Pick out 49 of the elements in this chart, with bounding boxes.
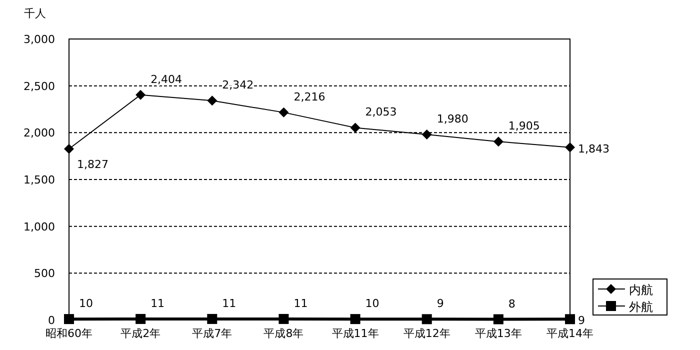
point [64,314,74,324]
point [278,107,289,118]
data-label: 2,053 [365,106,397,119]
data-label: 1,905 [508,120,540,133]
point [422,130,432,140]
y-tick-label: 2,000 [24,126,55,140]
x-tick-label: 平成13年 [474,327,522,340]
data-label: 10 [365,297,380,310]
data-label: 1,827 [77,158,108,171]
point [207,314,218,324]
x-tick-label: 平成12年 [403,327,450,340]
data-label: 10 [79,297,93,310]
data-label: 2,216 [294,90,326,104]
point [565,314,575,324]
point [207,96,218,106]
y-tick-label: 1,000 [24,220,55,234]
point [565,142,575,152]
y-tick-label: 1,500 [24,174,55,186]
x-tick-label: 昭和60年 [46,327,92,340]
data-label: 11 [222,296,236,310]
point [422,314,432,324]
point [493,314,504,324]
legend-label: 内航 [629,283,653,297]
data-label: 9 [436,297,444,310]
data-label: 1,843 [578,142,610,156]
point [350,122,360,133]
x-tick-label: 平成7年 [192,327,232,340]
point [136,314,146,324]
x-tick-label: 平成2年 [120,327,161,340]
legend-label: 外航 [629,300,653,314]
point [493,136,504,147]
y-tick-label: 3,000 [24,33,55,46]
y-tick-label: 500 [34,267,55,280]
data-label: 11 [150,296,165,310]
y-axis-title: 千人 [24,7,46,20]
data-label: 2,404 [150,72,182,86]
point [64,144,74,154]
data-label: 1,980 [436,112,468,126]
data-label: 8 [508,297,516,310]
data-label: 11 [294,296,308,310]
data-label: 9 [578,314,585,328]
y-tick-label: 0 [48,314,55,327]
y-tick-label: 2,500 [24,80,55,93]
x-tick-label: 平成14年 [546,327,594,340]
point [278,314,289,324]
x-tick-label: 平成11年 [332,327,379,340]
point [350,314,360,324]
point [136,90,146,100]
x-tick-label: 平成8年 [264,327,304,340]
